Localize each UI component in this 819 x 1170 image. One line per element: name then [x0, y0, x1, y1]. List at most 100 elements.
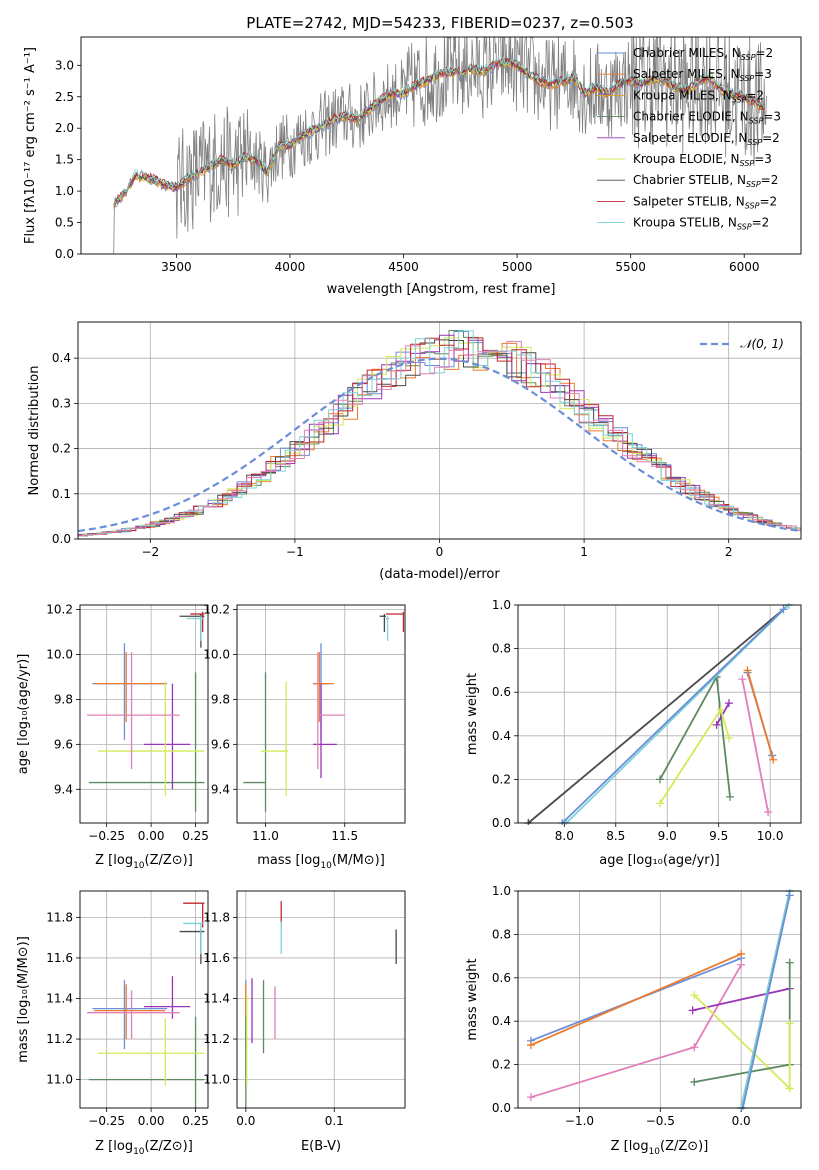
- x-tick-label: 1: [580, 545, 588, 559]
- x-axis-label: Z [log10(Z/Z⊙)]: [95, 1139, 193, 1157]
- age-vs-mass-panel: 11.0 11.5 9.4 9.6 9.8 10.0 10.2 mass [log10(M/M…: [203, 602, 406, 871]
- x-tick-label: 5500: [615, 260, 646, 274]
- y-tick-label: 0.6: [492, 685, 511, 699]
- y-tick-label: 0.0: [492, 816, 511, 830]
- y-tick-label: 11.6: [203, 951, 230, 965]
- x-tick-label: −0.25: [88, 1114, 125, 1128]
- x-axis-label: (data-model)/error: [379, 567, 500, 582]
- histogram-series: [78, 330, 801, 537]
- weight-marker: [712, 720, 721, 729]
- x-axis-label: Z [log10(Z/Z⊙)]: [611, 1139, 709, 1157]
- y-tick-label: 0.0: [492, 1101, 511, 1115]
- weight-marker: [688, 1006, 697, 1015]
- weight-marker: [690, 1043, 699, 1052]
- weight-marker: [785, 891, 794, 900]
- y-axis-label: mass [log₁₀(M/M⊙)]: [16, 936, 31, 1063]
- histogram-series: [78, 339, 801, 537]
- x-tick-label: −1.0: [565, 1114, 594, 1128]
- y-tick-label: 0.1: [52, 487, 71, 501]
- weight-line: [694, 962, 791, 1083]
- y-tick-label: 0.4: [52, 351, 71, 365]
- age-vs-metallicity-panel: −0.25 0.00 0.25 9.4 9.6 9.8 10.0 10.2 Z [log10(Z…: [16, 602, 209, 871]
- y-tick-label: 11.4: [46, 991, 73, 1005]
- weight-marker: [526, 1041, 535, 1050]
- y-tick-label: 10.0: [46, 647, 73, 661]
- mass-weight-vs-metallicity-panel: −1.0 −0.5 0.0 0.0 0.2 0.4 0.6 0.8 1.0 Z [log10(Z/…: [465, 884, 802, 1157]
- y-tick-label: 1.0: [492, 884, 511, 898]
- x-tick-label: 2: [725, 545, 733, 559]
- plot-frame: [79, 890, 209, 1109]
- weight-marker: [738, 675, 747, 684]
- x-tick-label: 3500: [161, 260, 192, 274]
- weight-line: [530, 953, 742, 1046]
- weight-marker: [724, 699, 733, 708]
- y-tick-label: 11.2: [203, 1032, 230, 1046]
- y-axis-label: mass weight: [465, 673, 480, 755]
- legend-label: Kroupa MILES, NSSP=2: [633, 88, 764, 104]
- x-tick-label: −0.5: [646, 1114, 675, 1128]
- x-tick-label: 8.5: [606, 829, 625, 843]
- error-bars: [87, 902, 205, 1108]
- x-tick-label: −2: [141, 545, 159, 559]
- y-tick-label: 2.0: [55, 121, 74, 135]
- weight-marker: [764, 808, 773, 817]
- weight-marker: [737, 960, 746, 969]
- y-tick-label: 9.6: [211, 737, 230, 751]
- x-tick-label: 9.0: [658, 829, 677, 843]
- weight-marker: [785, 958, 794, 967]
- legend-label: Salpeter STELIB, NSSP=2: [633, 194, 777, 210]
- x-axis-label: mass [log10(M/M⊙)]: [257, 853, 385, 871]
- weight-marker: [656, 799, 665, 808]
- weight-marker: [656, 775, 665, 784]
- x-tick-label: 0.00: [138, 829, 165, 843]
- x-axis-label: age [log₁₀(age/yr)]: [599, 853, 720, 868]
- weight-line: [693, 994, 791, 1090]
- normal-reference-curve: [78, 357, 801, 533]
- y-tick-label: 0.8: [492, 642, 511, 656]
- legend-label: 𝒩(0, 1): [740, 337, 784, 351]
- y-tick-label: 0.2: [52, 442, 71, 456]
- weight-line: [741, 678, 769, 813]
- y-tick-label: 10.2: [203, 602, 230, 616]
- y-axis-label: age [log₁₀(age/yr)]: [16, 654, 31, 775]
- x-tick-label: 0.25: [182, 829, 209, 843]
- error-bars: [243, 611, 405, 812]
- y-tick-label: 0.4: [492, 729, 511, 743]
- legend-label: Kroupa STELIB, NSSP=2: [633, 216, 769, 232]
- histogram-series: [78, 340, 801, 537]
- y-tick-label: 0.3: [52, 396, 71, 410]
- y-axis-label: mass weight: [465, 958, 480, 1040]
- y-tick-label: 10.2: [46, 602, 73, 616]
- histogram-steps: [78, 330, 801, 537]
- histogram-series: [78, 330, 801, 537]
- y-tick-label: 9.6: [54, 737, 73, 751]
- weight-line: [527, 604, 790, 824]
- y-tick-label: 11.8: [203, 910, 230, 924]
- y-tick-label: 0.4: [492, 1014, 511, 1028]
- x-axis-label: Z [log10(Z/Z⊙)]: [95, 853, 193, 871]
- mass-vs-ebv-panel: 0.0 0.1 11.0 11.2 11.4 11.6 11.8 E(B-V): [203, 890, 406, 1154]
- y-tick-label: 11.4: [203, 991, 230, 1005]
- plot-frame: [80, 36, 802, 255]
- y-tick-label: 2.5: [55, 90, 74, 104]
- x-tick-label: 5000: [502, 260, 533, 274]
- x-tick-label: 11.5: [331, 829, 358, 843]
- y-tick-label: 9.8: [54, 692, 73, 706]
- weight-lines: [524, 603, 793, 825]
- y-tick-label: 0.2: [492, 772, 511, 786]
- y-tick-label: 1.0: [492, 598, 511, 612]
- y-tick-label: 9.4: [54, 782, 73, 796]
- y-tick-label: 0.2: [492, 1058, 511, 1072]
- weight-lines: [526, 889, 794, 1110]
- y-tick-label: 1.5: [55, 153, 74, 167]
- y-tick-label: 10.0: [203, 647, 230, 661]
- plot-frame: [236, 604, 406, 824]
- x-tick-label: 0.0: [732, 1114, 751, 1128]
- weight-marker: [785, 1019, 794, 1028]
- weight-marker: [725, 792, 734, 801]
- x-tick-label: 8.0: [555, 829, 574, 843]
- weight-marker: [737, 949, 746, 958]
- x-tick-label: 10.0: [757, 829, 784, 843]
- figure-title: PLATE=2742, MJD=54233, FIBERID=0237, z=0…: [246, 14, 633, 32]
